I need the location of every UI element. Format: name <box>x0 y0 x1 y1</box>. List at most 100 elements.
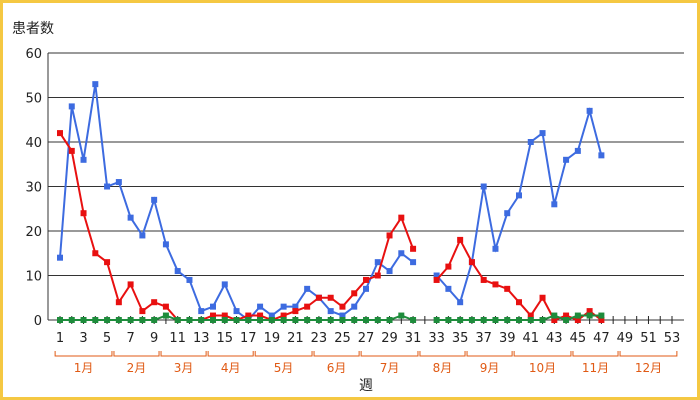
month-bracket <box>419 351 466 357</box>
y-tick-label: 0 <box>34 314 42 329</box>
series-3-point <box>351 317 358 323</box>
x-tick-label: 31 <box>405 331 422 346</box>
series-2-point <box>374 272 381 279</box>
x-tick-label: 41 <box>522 331 539 346</box>
x-tick-label: 53 <box>664 331 681 346</box>
series-3-point <box>221 317 228 323</box>
month-label: 6月 <box>327 361 347 375</box>
month-label: 12月 <box>635 361 662 375</box>
series-1-point <box>151 196 158 203</box>
series-1-point <box>480 183 487 190</box>
x-tick-label: 9 <box>150 331 158 346</box>
series-1-point <box>127 214 134 221</box>
month-label: 7月 <box>380 361 400 375</box>
series-3-point <box>127 317 134 323</box>
x-tick-label: 29 <box>381 331 398 346</box>
x-tick-label: 37 <box>475 331 492 346</box>
series-1-point <box>115 179 122 186</box>
x-tick-label: 5 <box>103 331 111 346</box>
series-1-point <box>586 107 593 114</box>
series-3-point <box>574 312 581 319</box>
series-1-point <box>268 312 275 319</box>
series-3-point <box>115 317 122 323</box>
series-3-point <box>80 317 87 323</box>
series-1-point <box>539 130 546 137</box>
series-1-point <box>104 183 111 190</box>
x-tick-label: 45 <box>570 331 587 346</box>
series-3-point <box>492 317 499 323</box>
series-3-point <box>410 317 417 323</box>
series-2-point <box>527 312 534 319</box>
series-3-point <box>104 317 111 323</box>
series-2-point <box>480 276 487 283</box>
series-2-point <box>563 312 570 319</box>
series-1-point <box>233 308 240 315</box>
series-2-point <box>386 232 393 239</box>
series-3-point <box>363 317 369 323</box>
month-bracket <box>466 351 513 357</box>
series-2-point <box>539 294 546 301</box>
y-tick-label: 20 <box>25 225 42 240</box>
x-tick-label: 33 <box>428 331 445 346</box>
x-tick-label: 23 <box>311 331 328 346</box>
series-1-point <box>374 259 381 266</box>
series-2-point <box>115 299 122 306</box>
series-3-point <box>280 317 287 323</box>
series-1-point <box>563 156 570 163</box>
series-3-point <box>598 312 605 319</box>
x-tick-label: 35 <box>452 331 469 346</box>
x-tick-label: 43 <box>546 331 563 346</box>
series-3-point <box>480 317 487 323</box>
series-3-point <box>257 317 264 323</box>
series-1-point <box>516 192 522 199</box>
series-1-point <box>80 156 87 163</box>
series-1-point <box>198 308 205 315</box>
x-tick-label: 3 <box>79 331 87 346</box>
series-1-point <box>139 232 146 239</box>
series-3-point <box>151 317 158 323</box>
month-label: 10月 <box>529 361 556 375</box>
x-tick-label: 21 <box>287 331 304 346</box>
series-2-point <box>363 276 369 283</box>
month-label: 8月 <box>433 361 453 375</box>
series-2-point <box>280 312 287 319</box>
month-label: 4月 <box>221 361 241 375</box>
x-tick-label: 51 <box>640 331 657 346</box>
series-1-point <box>433 272 440 279</box>
series-2-point <box>339 303 346 310</box>
x-tick-label: 39 <box>499 331 516 346</box>
series-3-point <box>468 317 475 323</box>
series-2-point <box>315 294 322 301</box>
x-tick-label: 49 <box>617 331 634 346</box>
series-2-line <box>435 237 602 322</box>
series-1-point <box>221 281 228 288</box>
x-tick-label: 13 <box>193 331 210 346</box>
x-tick-label: 19 <box>264 331 281 346</box>
series-1-point <box>598 152 605 159</box>
y-tick-label: 30 <box>25 181 42 196</box>
series-2-point <box>598 317 605 323</box>
month-bracket <box>360 351 419 357</box>
month-bracket <box>313 351 360 357</box>
month-label: 1月 <box>74 361 94 375</box>
series-3-point <box>433 317 440 323</box>
series-1-point <box>504 210 511 217</box>
series-1-point <box>210 303 216 310</box>
x-tick-label: 15 <box>216 331 233 346</box>
series-3-point <box>92 317 99 323</box>
series-2-point <box>151 299 158 306</box>
x-tick-label: 27 <box>358 331 375 346</box>
month-bracket <box>113 351 160 357</box>
series-2-point <box>221 312 228 319</box>
series-2-point <box>257 312 264 319</box>
x-tick-label: 1 <box>56 331 64 346</box>
series-1-point <box>351 303 358 310</box>
series-1-point <box>304 285 311 292</box>
series-1-point <box>327 308 334 315</box>
series-3-point <box>57 317 63 323</box>
series-1-point <box>339 312 346 319</box>
series-2-point <box>304 303 311 310</box>
series-2-point <box>80 210 87 217</box>
series-2-point <box>68 147 75 154</box>
